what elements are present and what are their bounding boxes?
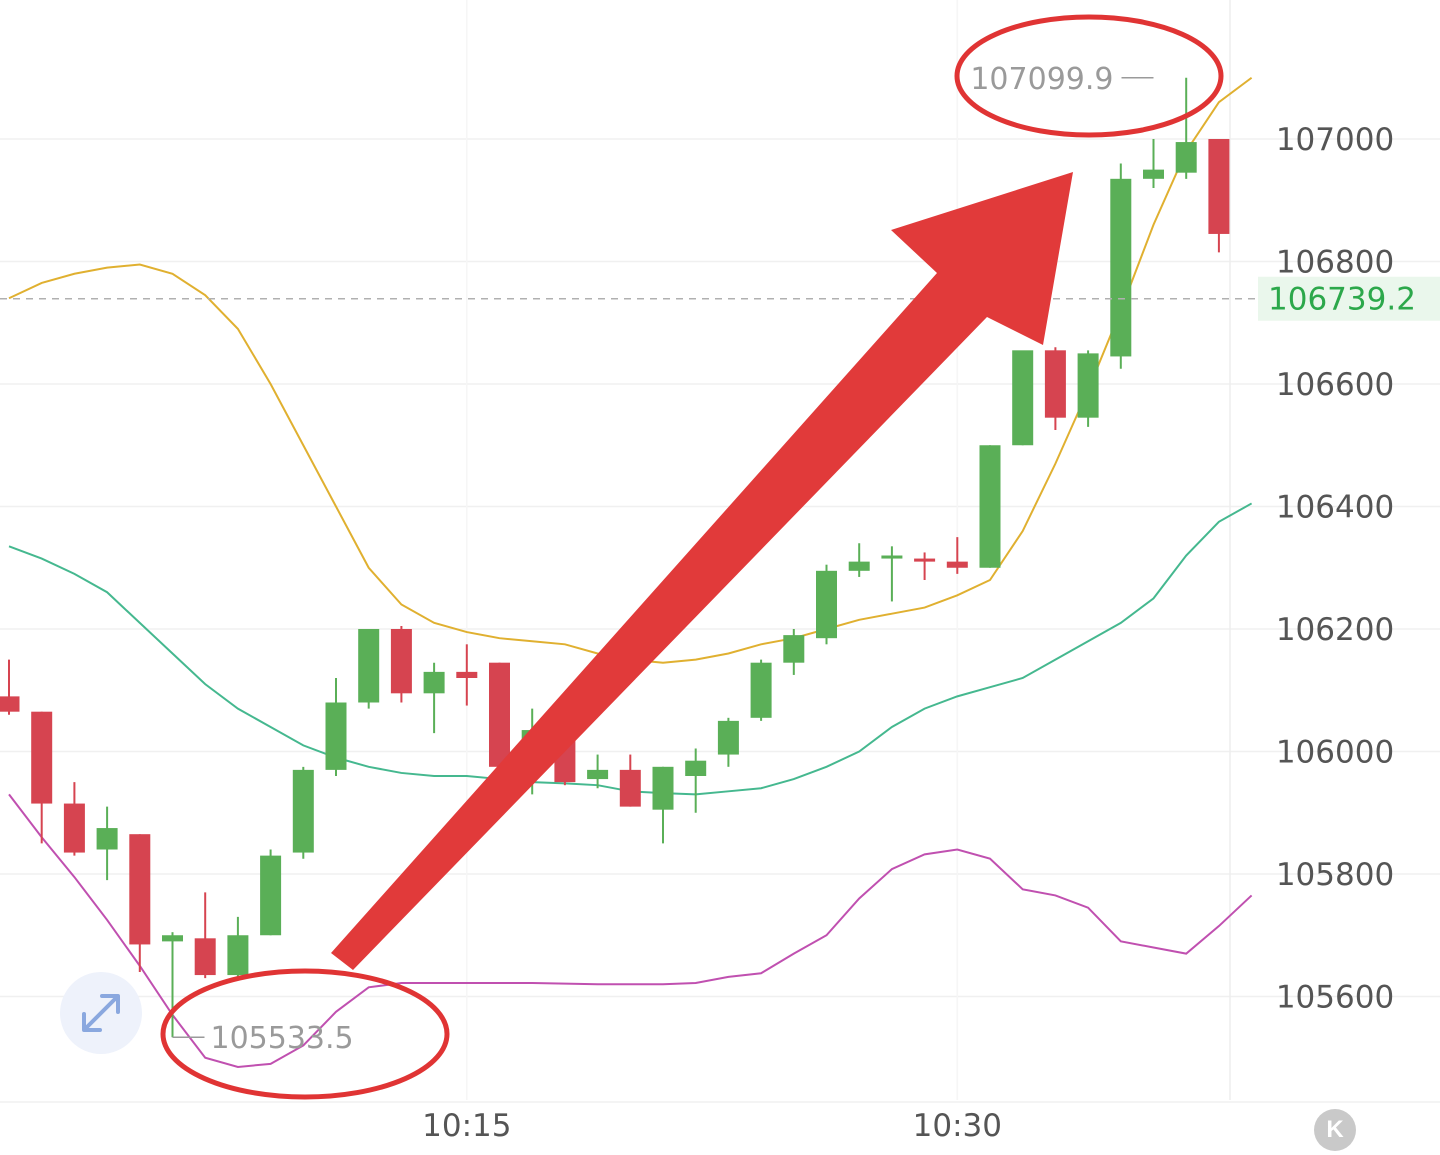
candle: [1012, 350, 1034, 446]
y-tick-label: 105800: [1276, 857, 1394, 893]
candle: [1208, 139, 1230, 253]
candle: [292, 766, 314, 859]
candle: [1044, 347, 1066, 430]
candle-body: [162, 935, 183, 942]
candle: [587, 754, 609, 789]
candle: [979, 445, 1001, 568]
candle-body: [456, 671, 478, 678]
candle: [456, 644, 478, 706]
candle-body: [619, 769, 641, 807]
y-tick-label: 107000: [1276, 122, 1394, 158]
candle: [162, 932, 183, 1038]
expand-button[interactable]: [60, 972, 142, 1054]
candle-body: [423, 671, 445, 694]
candle-body: [783, 635, 805, 663]
candle: [423, 662, 445, 734]
candles: [0, 77, 1230, 1038]
candle-body: [358, 629, 380, 703]
candle: [129, 834, 151, 972]
candle: [358, 629, 380, 709]
candle-body: [652, 766, 674, 810]
y-axis-labels: 107000 106800 106600 106400 106200 106000 1058…: [1276, 122, 1394, 1016]
x-tick-label: 10:30: [913, 1108, 1002, 1144]
candle-body: [979, 445, 1001, 568]
candle: [1143, 139, 1164, 188]
k-logo-icon[interactable]: K: [1314, 1109, 1356, 1151]
candle: [750, 659, 772, 721]
candle: [619, 754, 641, 807]
candle-body: [1208, 139, 1230, 234]
candle: [63, 782, 85, 856]
candle: [816, 564, 837, 645]
candle: [717, 717, 739, 767]
candle: [390, 625, 412, 703]
candle: [783, 629, 805, 675]
indicator-line: [8, 793, 1253, 1068]
candle: [260, 849, 282, 936]
candle-body: [587, 769, 609, 780]
candle-body: [1143, 169, 1164, 179]
y-tick-label: 106800: [1276, 245, 1394, 281]
candle: [685, 748, 707, 813]
candle-body: [325, 702, 347, 770]
candle: [1077, 350, 1099, 427]
annotation-arrow: [331, 172, 1073, 970]
high-annotation-circle: [954, 14, 1224, 138]
y-tick-label: 106600: [1276, 367, 1394, 403]
candle-body: [1077, 353, 1099, 418]
candle-body: [31, 711, 53, 804]
x-tick-label: 10:15: [422, 1108, 511, 1144]
candle: [31, 711, 53, 844]
candle-body: [390, 629, 412, 694]
candle-body: [0, 696, 20, 712]
expand-icon: [82, 994, 120, 1032]
low-annotation-circle: [160, 968, 450, 1100]
candle-body: [1044, 350, 1066, 418]
candle-body: [914, 558, 936, 562]
candle-body: [946, 561, 968, 568]
candle: [946, 537, 968, 574]
candle: [914, 552, 936, 580]
candle-body: [63, 803, 85, 853]
candle: [1175, 77, 1197, 179]
candle-body: [227, 935, 249, 976]
candle-body: [129, 834, 151, 945]
candle: [0, 659, 20, 715]
candle-body: [194, 938, 216, 976]
y-tick-label: 106200: [1276, 612, 1394, 648]
candle: [489, 662, 510, 770]
x-axis-labels: 10:15 10:30: [422, 1108, 1002, 1144]
candle: [194, 892, 216, 979]
candle: [96, 806, 118, 881]
candle-body: [881, 555, 903, 559]
candle-body: [260, 855, 282, 936]
y-tick-label: 106400: [1276, 490, 1394, 526]
candle-body: [750, 662, 772, 718]
candle-body: [489, 662, 510, 767]
candle: [227, 916, 249, 979]
candle-body: [1110, 178, 1132, 357]
candle: [1110, 163, 1132, 369]
candle-body: [1012, 350, 1034, 446]
candle-body: [1175, 142, 1197, 173]
indicator-lines: [8, 76, 1253, 1068]
y-tick-label: 106000: [1276, 735, 1394, 771]
candle-body: [685, 760, 707, 776]
candle-body: [816, 570, 837, 639]
high-marker-label: 107099.9: [970, 62, 1113, 97]
candle: [325, 678, 347, 776]
candle: [848, 543, 870, 577]
current-price-label: 106739.2: [1268, 282, 1416, 318]
y-tick-label: 105600: [1276, 980, 1394, 1016]
candle: [652, 766, 674, 844]
current-price-tag: [1258, 276, 1440, 321]
candle-body: [292, 769, 314, 853]
low-marker-label: 105533.5: [211, 1021, 354, 1056]
candle-body: [717, 720, 739, 755]
candle-body: [96, 828, 118, 850]
candle: [881, 546, 903, 602]
candle-body: [848, 561, 870, 571]
